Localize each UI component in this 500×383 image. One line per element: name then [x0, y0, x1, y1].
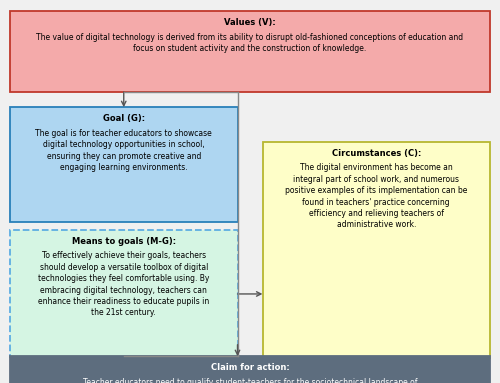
Text: Means to goals (M-G):: Means to goals (M-G):: [72, 237, 176, 246]
Text: The digital environment has become an
integral part of school work, and numerous: The digital environment has become an in…: [285, 163, 468, 229]
Text: The goal is for teacher educators to showcase
digital technology opportunities i: The goal is for teacher educators to sho…: [36, 129, 212, 172]
Text: Circumstances (C):: Circumstances (C):: [332, 149, 421, 157]
FancyBboxPatch shape: [262, 142, 490, 358]
FancyBboxPatch shape: [10, 107, 237, 222]
FancyBboxPatch shape: [10, 11, 490, 92]
Text: Claim for action:: Claim for action:: [210, 363, 290, 372]
Text: Values (V):: Values (V):: [224, 18, 276, 27]
FancyBboxPatch shape: [10, 356, 490, 383]
Text: Goal (G):: Goal (G):: [102, 114, 145, 123]
FancyBboxPatch shape: [10, 230, 237, 358]
Text: Teacher educators need to qualify student-teachers for the sociotechnical landsc: Teacher educators need to qualify studen…: [64, 378, 436, 383]
Text: To effectively achieve their goals, teachers
should develop a versatile toolbox : To effectively achieve their goals, teac…: [38, 251, 210, 318]
Text: The value of digital technology is derived from its ability to disrupt old-fashi: The value of digital technology is deriv…: [36, 33, 464, 53]
